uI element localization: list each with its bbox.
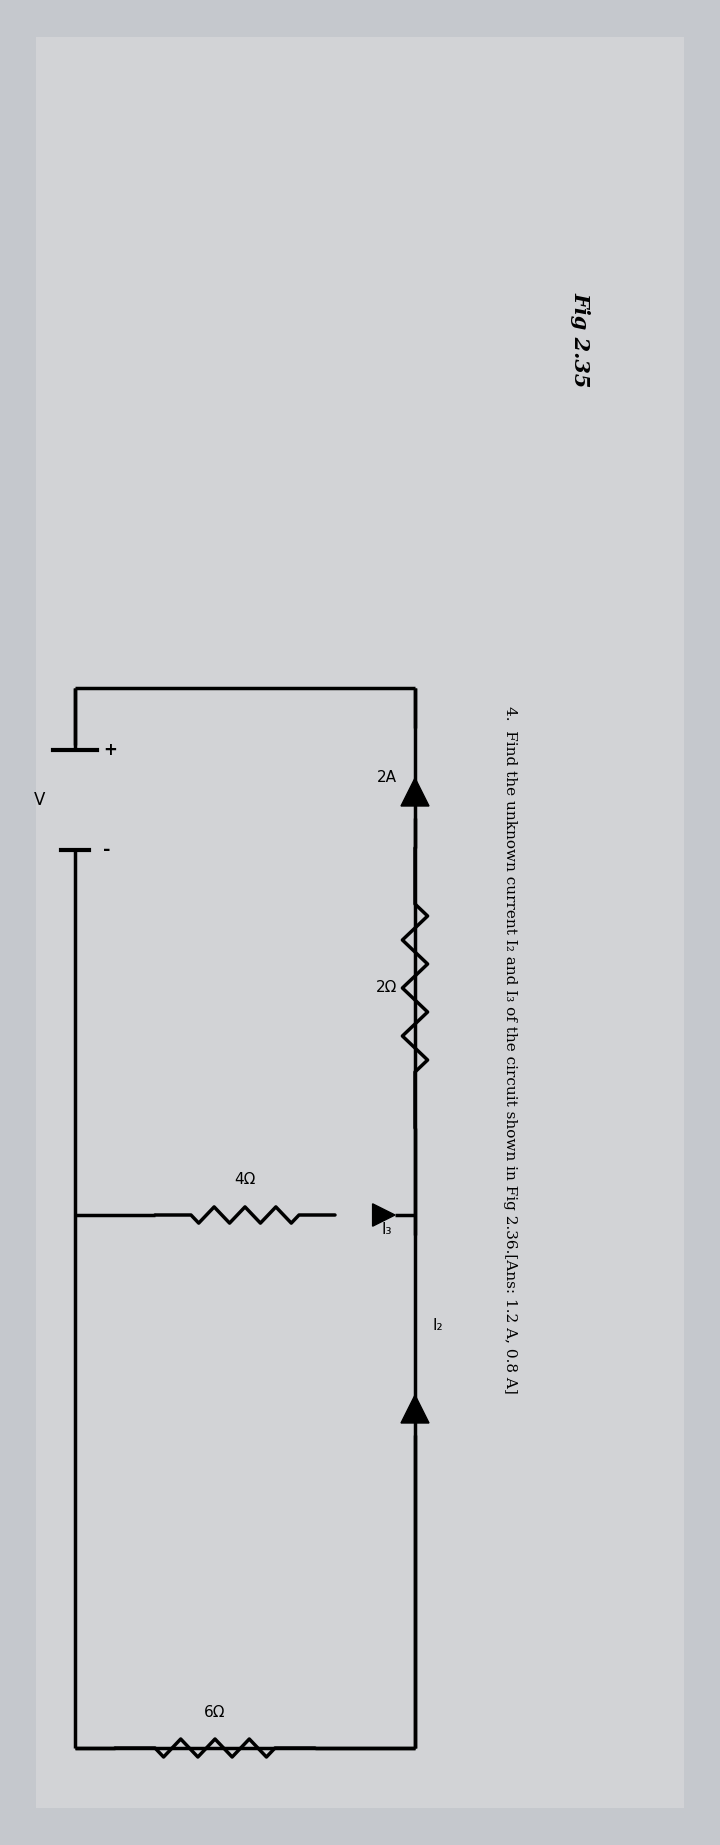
Polygon shape: [401, 779, 429, 806]
Text: 4.  Find the unknown current I₂ and I₃ of the circuit shown in Fig 2.36.[Ans: 1.: 4. Find the unknown current I₂ and I₃ of…: [503, 707, 517, 1393]
Text: +: +: [103, 742, 117, 758]
Text: Fig 2.35: Fig 2.35: [570, 292, 590, 387]
Text: 6Ω: 6Ω: [204, 1705, 226, 1720]
Text: V: V: [34, 792, 45, 808]
Text: 2A: 2A: [377, 771, 397, 786]
Text: I₃: I₃: [382, 1221, 392, 1236]
Polygon shape: [401, 1395, 429, 1422]
Text: -: -: [103, 841, 110, 860]
Text: 4Ω: 4Ω: [234, 1172, 256, 1186]
Text: 2Ω: 2Ω: [376, 980, 397, 996]
Text: I₂: I₂: [433, 1317, 444, 1332]
Polygon shape: [373, 1203, 395, 1227]
